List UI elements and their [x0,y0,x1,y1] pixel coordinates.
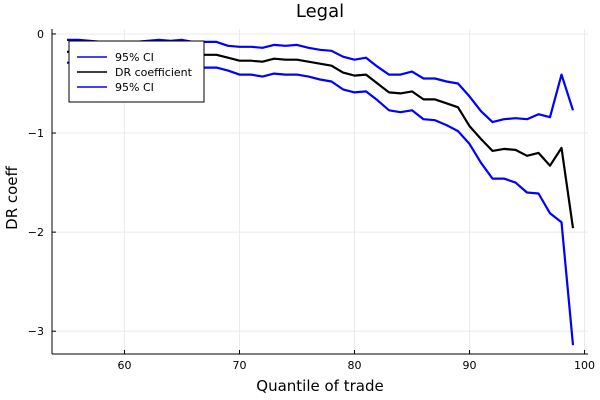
x-tick-label: 80 [348,359,362,372]
y-tick-label: −1 [28,127,44,140]
legend-label: 95% CI [115,51,154,64]
y-tick-label: −3 [28,325,44,338]
y-tick-label: 0 [37,28,44,41]
series-line-lower-ci [67,61,575,346]
y-tick-label: −2 [28,226,44,239]
grid-lines [52,29,588,354]
y-axis-title: DR coeff [3,165,21,229]
x-tick-label: 60 [117,359,131,372]
axes [51,29,588,355]
x-axis-title: Quantile of trade [256,377,383,395]
x-tick-label: 70 [232,359,246,372]
legend: 95% CI DR coefficient 95% CI [68,40,205,103]
x-tick-label: 100 [574,359,595,372]
tick-labels: 60 70 80 90 100 0 −1 −2 −3 [28,28,595,372]
x-tick-label: 90 [463,359,477,372]
chart-title: Legal [296,1,344,22]
legend-label: DR coefficient [115,66,193,79]
legend-label: 95% CI [115,81,154,94]
